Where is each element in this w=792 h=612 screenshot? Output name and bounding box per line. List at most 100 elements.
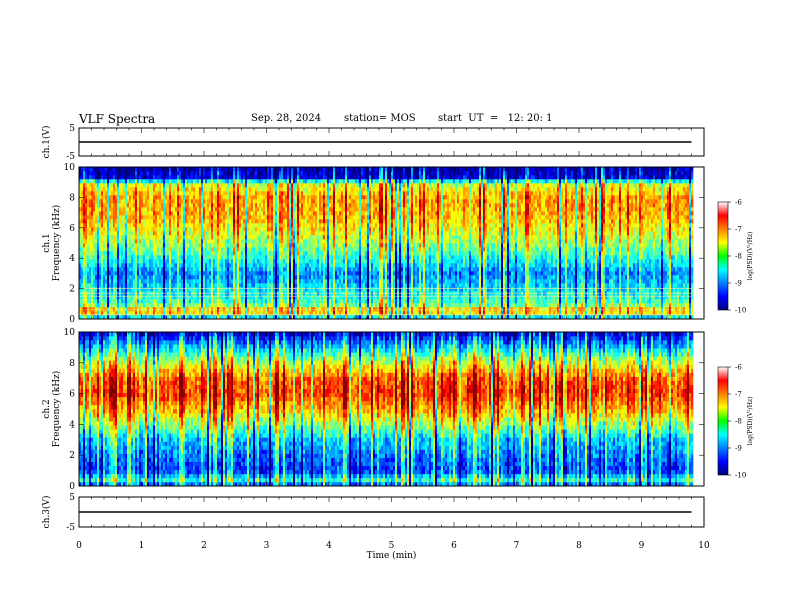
psd-cell (187, 215, 189, 219)
psd-cell (275, 271, 277, 275)
psd-cell (89, 271, 91, 275)
psd-cell (175, 219, 177, 223)
psd-cell (261, 175, 263, 179)
psd-cell (229, 275, 231, 279)
psd-cell (93, 279, 95, 283)
psd-cell (211, 259, 213, 263)
psd-cell (153, 171, 155, 175)
psd-cell (243, 199, 245, 203)
psd-cell (329, 199, 331, 203)
psd-cell (303, 199, 305, 203)
psd-cell (185, 171, 187, 175)
psd-cell (161, 295, 163, 299)
psd-cell (103, 283, 105, 287)
psd-cell (163, 231, 165, 235)
psd-cell (289, 211, 291, 215)
psd-cell (297, 175, 299, 179)
psd-cell (219, 251, 221, 255)
psd-cell (187, 247, 189, 251)
psd-cell (121, 247, 123, 251)
psd-cell (91, 215, 93, 219)
psd-cell (155, 263, 157, 267)
psd-cell (149, 247, 151, 251)
psd-cell (163, 271, 165, 275)
psd-cell (259, 239, 261, 243)
psd-cell (203, 207, 205, 211)
psd-cell (207, 215, 209, 219)
psd-cell (129, 307, 131, 311)
psd-cell (271, 307, 273, 311)
psd-cell (103, 187, 105, 191)
psd-cell (267, 239, 269, 243)
psd-cell (139, 307, 141, 311)
psd-cell (199, 195, 201, 199)
psd-cell (215, 203, 217, 207)
psd-cell (153, 179, 155, 183)
psd-cell (301, 179, 303, 183)
psd-cell (301, 295, 303, 299)
psd-cell (189, 235, 191, 239)
psd-cell (89, 223, 91, 227)
psd-cell (197, 243, 199, 247)
psd-cell (151, 227, 153, 231)
psd-cell (221, 223, 223, 227)
psd-cell (329, 271, 331, 275)
psd-cell (147, 247, 149, 251)
psd-cell (199, 203, 201, 207)
psd-cell (153, 287, 155, 291)
psd-cell (111, 191, 113, 195)
psd-cell (87, 215, 89, 219)
psd-cell (315, 255, 317, 259)
psd-cell (255, 195, 257, 199)
psd-cell (279, 207, 281, 211)
psd-cell (151, 187, 153, 191)
psd-cell (243, 171, 245, 175)
psd-cell (201, 307, 203, 311)
psd-cell (259, 243, 261, 247)
psd-cell (297, 259, 299, 263)
psd-cell (195, 187, 197, 191)
psd-cell (323, 247, 325, 251)
psd-cell (305, 231, 307, 235)
psd-cell (223, 267, 225, 271)
psd-cell (143, 215, 145, 219)
psd-cell (219, 187, 221, 191)
psd-cell (131, 243, 133, 247)
psd-cell (301, 167, 303, 171)
psd-cell (289, 263, 291, 267)
psd-cell (163, 179, 165, 183)
psd-cell (133, 259, 135, 263)
psd-cell (161, 187, 163, 191)
psd-cell (153, 211, 155, 215)
psd-cell (229, 299, 231, 303)
psd-cell (157, 227, 159, 231)
psd-cell (245, 167, 247, 171)
psd-cell (263, 171, 265, 175)
psd-cell (81, 271, 83, 275)
psd-cell (333, 211, 335, 215)
psd-cell (339, 179, 341, 183)
psd-cell (141, 279, 143, 283)
psd-cell (267, 195, 269, 199)
psd-cell (339, 307, 341, 311)
psd-cell (229, 175, 231, 179)
psd-cell (187, 223, 189, 227)
psd-cell (287, 283, 289, 287)
psd-cell (125, 219, 127, 223)
psd-cell (129, 271, 131, 275)
psd-cell (295, 243, 297, 247)
psd-cell (187, 287, 189, 291)
psd-cell (105, 283, 107, 287)
psd-cell (333, 275, 335, 279)
psd-cell (321, 287, 323, 291)
psd-cell (233, 239, 235, 243)
psd-cell (159, 275, 161, 279)
psd-cell (121, 295, 123, 299)
psd-cell (123, 251, 125, 255)
psd-cell (249, 183, 251, 187)
psd-cell (263, 303, 265, 307)
psd-cell (315, 183, 317, 187)
psd-cell (209, 247, 211, 251)
psd-cell (145, 211, 147, 215)
psd-cell (225, 303, 227, 307)
